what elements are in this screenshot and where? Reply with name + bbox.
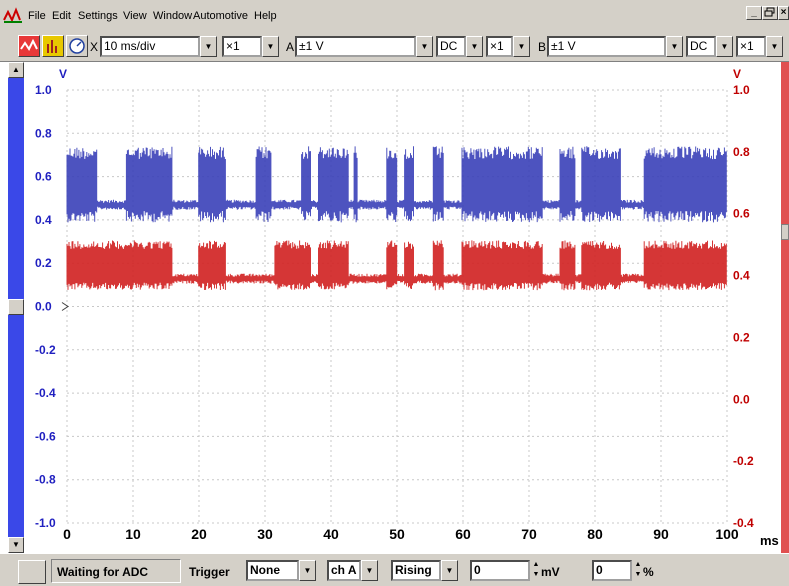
right-axis-unit: V — [733, 67, 741, 81]
trigger-level-spinner[interactable]: ▲ ▼ — [532, 561, 540, 578]
trigger-marker — [61, 302, 69, 311]
status-bar: Waiting for ADC Trigger None ▼ ch A ▼ Ri… — [0, 553, 789, 586]
channel-b-range-dropdown[interactable]: ▼ — [666, 36, 683, 57]
x-multiplier-dropdown[interactable]: ▼ — [262, 36, 279, 57]
channel-a-multiplier-select[interactable]: ×1 — [486, 36, 513, 57]
left-axis-tick-label: 1.0 — [35, 83, 52, 97]
channel-a-range-select[interactable]: ±1 V — [295, 36, 416, 57]
channel-a-coupling-select[interactable]: DC — [436, 36, 466, 57]
left-axis-tick-label: 0.4 — [35, 213, 52, 227]
channel-b-label: B — [538, 40, 547, 54]
left-axis-tick-label: -0.4 — [35, 386, 56, 400]
x-axis-tick-label: 10 — [125, 526, 141, 542]
x-axis-tick-label: 50 — [389, 526, 405, 542]
trigger-level-input[interactable]: 0 — [470, 560, 530, 581]
trigger-level-unit: mV — [541, 565, 560, 579]
menu-help[interactable]: Help — [254, 10, 277, 22]
x-multiplier-select[interactable]: ×1 — [222, 36, 262, 57]
start-stop-button[interactable] — [18, 560, 46, 584]
channel-b-coupling-select[interactable]: DC — [686, 36, 716, 57]
toolbar: X 10 ms/div ▼ ×1 ▼ A ±1 V ▼ DC ▼ ×1 ▼ B … — [0, 32, 789, 62]
restore-icon — [764, 7, 775, 17]
scope-view: ▲ ▼ V 1.0 0.8 0.6 0.4 0.2 0.0 -0.2 -0.4 -0.6 -0.8 -… — [0, 62, 789, 553]
right-axis-tick-label: 0.0 — [733, 392, 750, 406]
pretrigger-input[interactable]: 0 — [592, 560, 632, 581]
left-axis-tick-label: 0.6 — [35, 170, 52, 184]
timebase-dropdown[interactable]: ▼ — [200, 36, 217, 57]
trace-channel-b — [66, 240, 727, 291]
left-axis-unit: V — [59, 67, 67, 81]
x-axis-tick-label: 40 — [323, 526, 339, 542]
left-axis-tick-label: -0.8 — [35, 473, 56, 487]
menu-automotive[interactable]: Automotive — [193, 10, 249, 22]
x-axis-tick-label: 70 — [521, 526, 537, 542]
timebase-x-label: X — [90, 40, 99, 54]
left-axis-tick-label: 0.2 — [35, 256, 52, 270]
menu-file[interactable]: File — [28, 10, 46, 22]
trigger-channel-dropdown[interactable]: ▼ — [361, 560, 378, 581]
scroll-thumb[interactable] — [8, 299, 24, 315]
channel-b-range-select[interactable]: ±1 V — [547, 36, 666, 57]
trigger-label: Trigger — [189, 565, 230, 579]
timebase-select[interactable]: 10 ms/div — [100, 36, 200, 57]
meter-icon — [69, 38, 85, 54]
right-axis-tick-label: 0.6 — [733, 207, 750, 221]
x-axis-tick-label: 0 — [63, 526, 71, 542]
restore-button[interactable] — [762, 6, 778, 20]
right-axis-tick-label: 1.0 — [733, 83, 750, 97]
waveform-icon — [20, 38, 38, 51]
left-axis-tick-label: -0.2 — [35, 343, 56, 357]
x-axis-unit: ms — [760, 533, 779, 548]
trigger-edge-dropdown[interactable]: ▼ — [441, 560, 458, 581]
picoscope-app-icon[interactable] — [2, 6, 24, 26]
pretrigger-unit: % — [643, 565, 654, 579]
right-scrollbar[interactable] — [781, 62, 789, 553]
left-axis-tick-label: -1.0 — [35, 516, 56, 530]
trigger-mode-select[interactable]: None — [246, 560, 299, 581]
left-axis-tick-label: 0.8 — [35, 126, 52, 140]
x-axis-tick-label: 20 — [191, 526, 207, 542]
minimize-button[interactable]: _ — [746, 6, 762, 20]
trigger-edge-select[interactable]: Rising — [391, 560, 441, 581]
channel-a-range-dropdown[interactable]: ▼ — [416, 36, 433, 57]
trigger-channel-select[interactable]: ch A — [327, 560, 361, 581]
channel-a-coupling-dropdown[interactable]: ▼ — [466, 36, 483, 57]
right-axis-tick-label: 0.8 — [733, 145, 750, 159]
x-axis-tick-label: 60 — [455, 526, 471, 542]
x-axis-tick-label: 100 — [715, 526, 739, 542]
menu-settings[interactable]: Settings — [78, 10, 118, 22]
scroll-down-arrow[interactable]: ▼ — [8, 537, 24, 553]
menu-edit[interactable]: Edit — [52, 10, 71, 22]
trace-channel-a — [66, 146, 727, 223]
spectrum-icon — [47, 40, 57, 53]
channel-b-multiplier-select[interactable]: ×1 — [736, 36, 766, 57]
x-axis-tick-label: 80 — [587, 526, 603, 542]
right-axis-tick-label: 0.4 — [733, 269, 750, 283]
spectrum-button[interactable] — [42, 35, 64, 57]
left-axis-tick-label: -0.6 — [35, 429, 56, 443]
x-axis-tick-label: 90 — [653, 526, 669, 542]
channel-a-multiplier-dropdown[interactable]: ▼ — [513, 36, 530, 57]
right-axis-tick-label: 0.2 — [733, 330, 750, 344]
status-message: Waiting for ADC — [57, 565, 149, 579]
menu-bar: File Edit Settings View Window Automotiv… — [0, 0, 789, 32]
right-axis-tick-label: -0.4 — [733, 516, 754, 530]
scroll-up-arrow[interactable]: ▲ — [8, 62, 24, 78]
scope-plot[interactable]: V 1.0 0.8 0.6 0.4 0.2 0.0 -0.2 -0.4 -0.6 -0.8 -1.0 V… — [0, 62, 789, 553]
channel-b-coupling-dropdown[interactable]: ▼ — [716, 36, 733, 57]
x-axis-tick-label: 30 — [257, 526, 273, 542]
channel-b-multiplier-dropdown[interactable]: ▼ — [766, 36, 783, 57]
trigger-mode-dropdown[interactable]: ▼ — [299, 560, 316, 581]
right-axis-tick-label: -0.2 — [733, 454, 754, 468]
meter-button[interactable] — [66, 35, 88, 57]
left-axis-tick-label: 0.0 — [35, 300, 52, 314]
waveform-button[interactable] — [18, 35, 40, 57]
status-box — [51, 559, 181, 583]
pretrigger-spinner[interactable]: ▲ ▼ — [634, 561, 642, 578]
menu-view[interactable]: View — [123, 10, 147, 22]
close-button[interactable]: × — [778, 6, 789, 20]
menu-window[interactable]: Window — [153, 10, 193, 22]
channel-a-label: A — [286, 40, 295, 54]
